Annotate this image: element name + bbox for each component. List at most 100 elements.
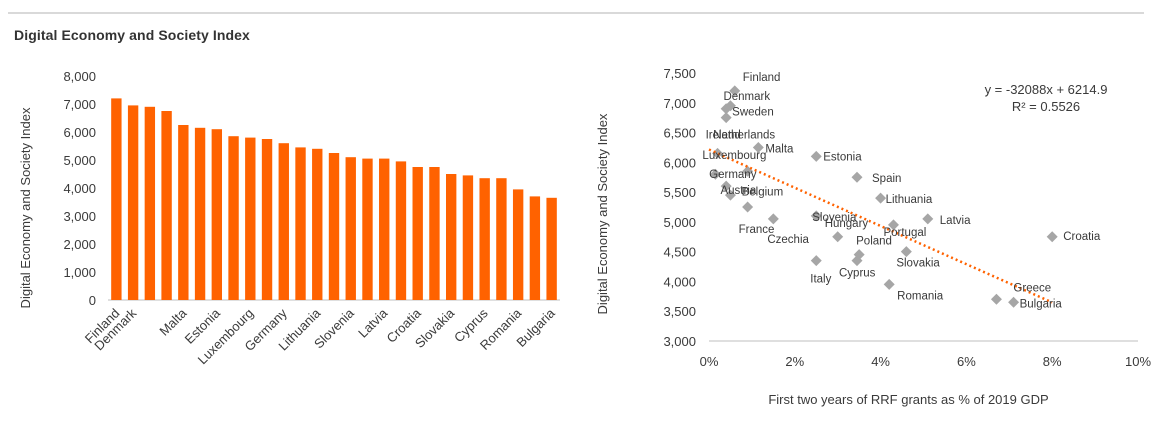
bar-slovenia bbox=[345, 157, 356, 300]
scatter-chart: 3,000 3,500 4,000 4,500 5,000 5,500 6,000 6,500… bbox=[595, 66, 1151, 407]
y-axis-label: Digital Economy and Society Index bbox=[595, 113, 610, 314]
point-label: Malta bbox=[765, 143, 794, 155]
bar-hungary bbox=[429, 167, 440, 300]
x-tick-label: Bulgaria bbox=[513, 305, 558, 350]
point-label: Slovakia bbox=[896, 258, 940, 270]
marker-slovakia bbox=[900, 246, 912, 258]
bar-spain bbox=[261, 139, 273, 300]
point-label: Belgium bbox=[742, 186, 784, 198]
point-label: Croatia bbox=[1063, 231, 1101, 243]
x-axis-label: First two years of RRF grants as % of 20… bbox=[768, 392, 1048, 407]
x-tick-label: 2% bbox=[785, 354, 804, 369]
x-tick-label: 10% bbox=[1125, 354, 1151, 369]
point-label: Ireland bbox=[706, 129, 741, 141]
x-tick-label: 0% bbox=[700, 354, 719, 369]
y-tick-label: 5,000 bbox=[663, 215, 696, 230]
point-label: Germany bbox=[709, 169, 757, 181]
r-squared-label: R² = 0.5526 bbox=[1012, 99, 1080, 114]
bar-poland bbox=[462, 175, 474, 300]
bar-netherlands bbox=[161, 111, 172, 300]
marker-finland bbox=[729, 85, 741, 97]
bar-austria bbox=[295, 147, 306, 300]
marker-romania bbox=[883, 278, 895, 290]
bar-bulgaria bbox=[546, 197, 557, 300]
marker-czechia bbox=[767, 213, 779, 225]
marker-ireland bbox=[712, 147, 724, 159]
x-tick-label: 6% bbox=[957, 354, 976, 369]
point-label: Italy bbox=[810, 274, 831, 286]
y-tick-label: 3,500 bbox=[663, 304, 696, 319]
bar-estonia bbox=[211, 129, 223, 300]
marker-greece bbox=[990, 293, 1002, 305]
marker-cyprus bbox=[851, 255, 863, 267]
marker-lithuania bbox=[875, 192, 887, 204]
page-title: Digital Economy and Society Index bbox=[14, 27, 250, 43]
bar-sweden bbox=[144, 106, 156, 300]
bar-italy bbox=[496, 178, 507, 300]
point-label: Latvia bbox=[940, 215, 971, 227]
equation-label: y = -32088x + 6214.9 bbox=[985, 82, 1108, 97]
point-label: Austria bbox=[720, 185, 756, 197]
point-label: France bbox=[739, 224, 775, 236]
point-label: Netherlands bbox=[713, 130, 775, 142]
bar-chart: 0 1,000 2,000 3,000 4,000 5,000 6,000 7,000 8,00… bbox=[18, 69, 560, 367]
bar-greece bbox=[529, 196, 541, 300]
bar-belgium bbox=[228, 136, 239, 300]
point-label: Bulgaria bbox=[1020, 298, 1063, 310]
point-label: Spain bbox=[872, 173, 901, 185]
y-tick-label: 4,000 bbox=[663, 274, 696, 289]
y-tick-label: 2,000 bbox=[63, 237, 96, 252]
bar-denmark bbox=[127, 105, 139, 301]
point-label: Sweden bbox=[732, 107, 774, 119]
bar-luxembourg bbox=[245, 137, 256, 300]
bar-czechia bbox=[362, 158, 373, 300]
bar-cyprus bbox=[479, 178, 490, 300]
bar-latvia bbox=[379, 158, 390, 300]
y-tick-label: 5,000 bbox=[63, 153, 96, 168]
point-label: Finland bbox=[743, 72, 781, 84]
marker-hungary bbox=[832, 231, 844, 243]
point-label: Estonia bbox=[823, 151, 862, 163]
bar-germany bbox=[278, 143, 289, 300]
point-label: Portugal bbox=[883, 227, 926, 239]
bar-croatia bbox=[412, 167, 423, 300]
point-label: Luxembourg bbox=[702, 150, 766, 162]
y-tick-label: 6,000 bbox=[63, 125, 96, 140]
bar-portugal bbox=[395, 161, 407, 300]
bar-slovakia bbox=[445, 174, 457, 300]
y-tick-label: 8,000 bbox=[63, 69, 96, 84]
y-axis-label: Digital Economy and Society Index bbox=[18, 107, 33, 308]
marker-netherlands bbox=[720, 112, 732, 124]
marker-portugal bbox=[887, 219, 899, 231]
bar-finland bbox=[111, 98, 122, 301]
bar-france bbox=[328, 153, 340, 300]
marker-italy bbox=[810, 255, 822, 267]
marker-bulgaria bbox=[1008, 296, 1020, 308]
bar-lithuania bbox=[312, 148, 323, 300]
bar-ireland bbox=[194, 127, 206, 300]
y-tick-label: 6,500 bbox=[663, 126, 696, 141]
point-label: Greece bbox=[1013, 282, 1051, 294]
marker-malta bbox=[752, 141, 764, 153]
y-tick-label: 7,500 bbox=[663, 66, 696, 81]
y-tick-label: 1,000 bbox=[63, 265, 96, 280]
point-label: Romania bbox=[897, 290, 944, 302]
x-tick-label: 8% bbox=[1043, 354, 1062, 369]
point-label: Hungary bbox=[825, 218, 869, 230]
marker-austria bbox=[724, 189, 736, 201]
y-tick-label: 7,000 bbox=[63, 97, 96, 112]
point-label: Lithuania bbox=[886, 194, 933, 206]
x-tick-label: 4% bbox=[871, 354, 890, 369]
marker-sweden bbox=[720, 103, 732, 115]
bar-romania bbox=[512, 189, 524, 300]
y-tick-label: 6,000 bbox=[663, 155, 696, 170]
y-tick-label: 4,000 bbox=[63, 181, 96, 196]
marker-germany bbox=[720, 180, 732, 192]
marker-croatia bbox=[1046, 231, 1058, 243]
point-label: Slovenia bbox=[812, 212, 857, 224]
top-divider bbox=[8, 12, 1144, 14]
y-tick-label: 4,500 bbox=[663, 245, 696, 260]
y-tick-label: 0 bbox=[89, 293, 96, 308]
marker-estonia bbox=[810, 150, 822, 162]
